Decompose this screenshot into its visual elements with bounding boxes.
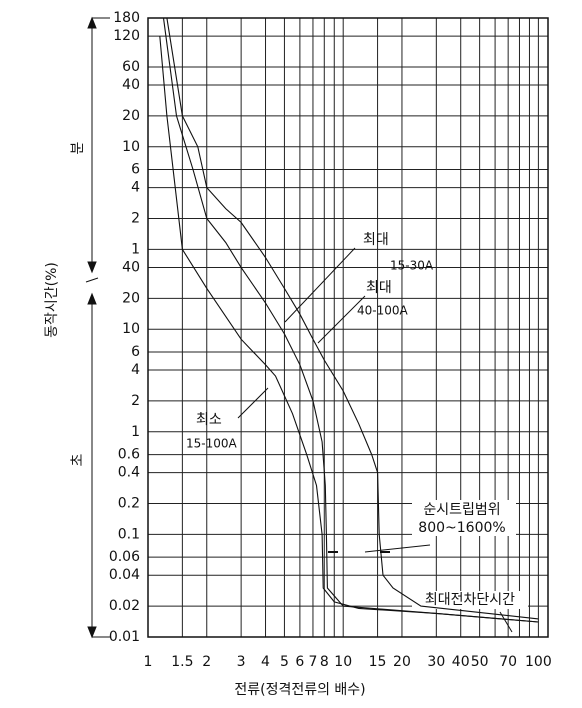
x-tick-label: 3 — [237, 654, 246, 670]
seconds-label: 초 — [70, 453, 86, 466]
x-tick-label: 30 — [427, 654, 445, 670]
callout-title: 최소 — [196, 412, 222, 428]
x-tick-label: 70 — [499, 654, 517, 670]
y-tick-label: 0.06 — [109, 549, 140, 565]
annotation: 800~1600% — [418, 520, 505, 536]
y-tick-label: 10 — [122, 139, 140, 155]
x-tick-label: 1 — [144, 654, 153, 670]
y-tick-label: 0.4 — [118, 465, 140, 481]
minutes-label: 분 — [70, 141, 86, 154]
y-tick-label: 10 — [122, 321, 140, 337]
label-bg — [412, 500, 516, 536]
y-tick-label: 20 — [122, 108, 140, 124]
y-tick-label: 40 — [122, 259, 140, 275]
curve — [166, 17, 539, 620]
y-tick-label: 60 — [122, 59, 140, 75]
y-tick-label: 120 — [113, 28, 140, 44]
x-tick-label: 20 — [393, 654, 411, 670]
annotation: 최대전차단시간 — [425, 592, 515, 608]
y-tick-label: 4 — [131, 362, 140, 378]
x-tick-label: 100 — [525, 654, 552, 670]
x-tick-label: 10 — [334, 654, 352, 670]
unit-brackets — [85, 16, 110, 639]
x-tick-label: 4 — [261, 654, 270, 670]
y-tick-label: 0.6 — [118, 447, 140, 463]
y-tick-label: 180 — [113, 10, 140, 26]
curve — [162, 17, 539, 623]
x-tick-label: 6 — [295, 654, 304, 670]
callout-title: 최대 — [366, 280, 392, 296]
x-tick-label: 5 — [280, 654, 289, 670]
x-tick-label: 1.5 — [171, 654, 193, 670]
x-axis-label: 전류(정격전류의 배수) — [234, 682, 365, 698]
y-tick-label: 6 — [131, 344, 140, 360]
x-tick-label: 40 — [452, 654, 470, 670]
y-tick-label: 0.04 — [109, 567, 140, 583]
y-tick-label: 2 — [131, 393, 140, 409]
y-tick-label: 1 — [131, 241, 140, 257]
x-tick-label: 8 — [320, 654, 329, 670]
y-tick-label: 0.2 — [118, 496, 140, 512]
x-tick-label: 15 — [369, 654, 387, 670]
plot-frame — [147, 17, 549, 638]
callout-name: 15-30A — [390, 259, 434, 273]
y-tick-label: 2 — [131, 210, 140, 226]
y-tick-label: 0.02 — [109, 598, 140, 614]
label-bg — [412, 591, 528, 609]
callout-name: 15-100A — [186, 437, 238, 451]
y-tick-label: 0.1 — [118, 526, 140, 542]
curve — [159, 36, 539, 623]
y-tick-label: 6 — [131, 162, 140, 178]
callout-title: 최대 — [363, 232, 389, 248]
x-tick-label: 2 — [202, 654, 211, 670]
y-axis-label: 동작시간(%) — [44, 262, 60, 338]
callout-name: 40-100A — [357, 304, 409, 318]
y-tick-label: 40 — [122, 77, 140, 93]
y-tick-label: 4 — [131, 180, 140, 196]
annotation: 순시트립범위 — [423, 502, 500, 518]
x-tick-label: 50 — [471, 654, 489, 670]
x-tick-label: 7 — [308, 654, 317, 670]
y-tick-label: 20 — [122, 290, 140, 306]
y-tick-label: 0.01 — [109, 629, 140, 645]
y-tick-label: 1 — [131, 424, 140, 440]
